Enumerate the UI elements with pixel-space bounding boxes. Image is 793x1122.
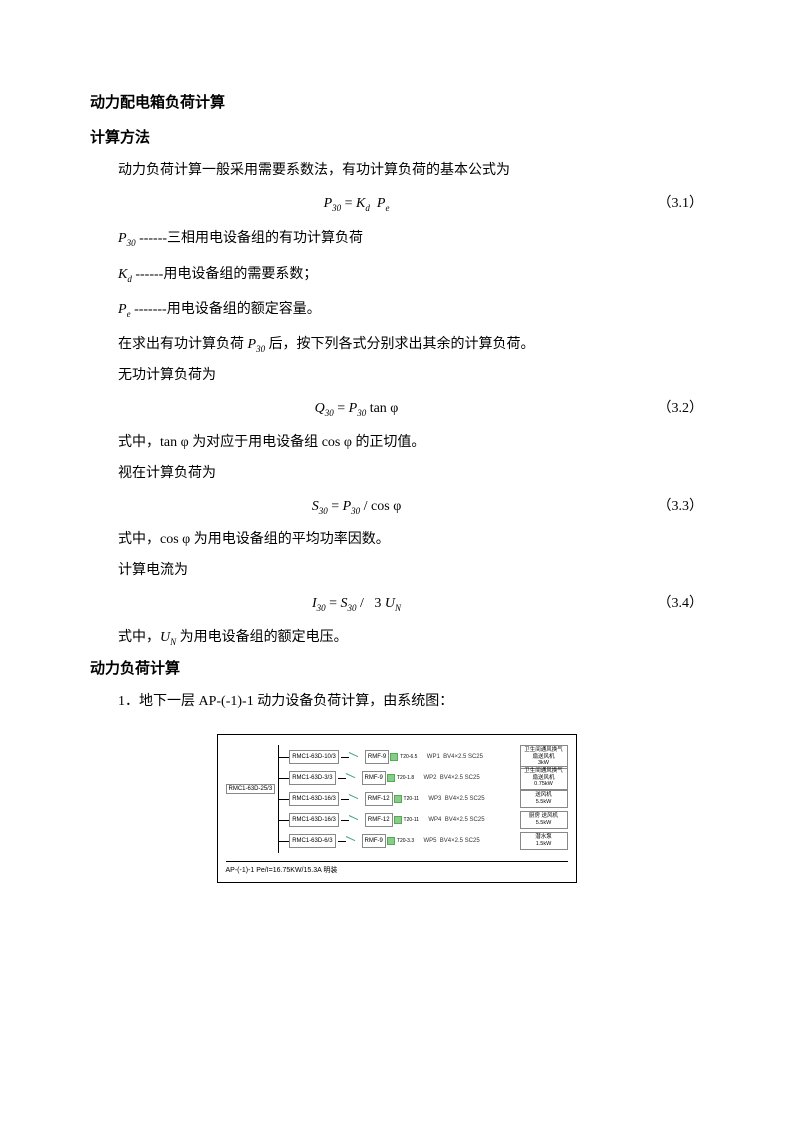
circuit-id: WP4 BV4×2.5 SC25: [425, 815, 485, 826]
calc-item-1: 1．地下一层 AP-(-1)-1 动力设备负荷计算，由系统图：: [90, 689, 703, 714]
branch-breaker: RMC1-63D-6/3: [289, 834, 335, 849]
def-p30-text: ------三相用电设备组的有功计算负荷: [136, 231, 363, 246]
thermal-relay: RMF-9: [362, 834, 386, 849]
branch-breaker: RMC1-63D-3/3: [289, 771, 335, 786]
main-breaker-block: RMC1-63D-25/3: [226, 783, 276, 796]
diagram-row: RMC1-63D-16/3 RMF-12 T20-11 WP3 BV4×2.5 SC…: [279, 790, 567, 808]
thermal-relay: RMF-9: [362, 771, 386, 786]
load-box: 厨房 送风机5.5kW: [520, 811, 568, 828]
def-p30-sub: 30: [127, 238, 136, 248]
eq4-note-post: 为用电设备组的额定电压。: [176, 630, 348, 645]
trip-setting: T20-11: [404, 795, 419, 804]
branch-breaker: RMC1-63D-10/3: [289, 750, 339, 765]
thermal-relay: RMF-9: [365, 750, 389, 765]
thermal-relay: RMF-12: [365, 792, 393, 807]
reactive-load-label: 无功计算负荷为: [90, 363, 703, 388]
after-p30-paragraph: 在求出有功计算负荷 P30 后，按下列各式分别求出其余的计算负荷。: [90, 332, 703, 357]
load-box: 送风机5.5kW: [520, 790, 568, 807]
main-breaker-label: RMC1-63D-25/3: [226, 784, 276, 794]
switch-icon: [338, 774, 360, 782]
eq4-note-pre: 式中，: [118, 630, 160, 645]
circuit-id: WP5 BV4×2.5 SC25: [420, 836, 480, 847]
equation-3-4: I30 = S30 / 3 UN （3.4）: [90, 591, 703, 616]
current-label: 计算电流为: [90, 558, 703, 583]
load-box: 潜水泵1.5kW: [520, 832, 568, 849]
equation-3-1: P30 = Kd Pe （3.1）: [90, 191, 703, 216]
def-kd-sym: K: [118, 267, 127, 282]
eq4-expression: I30 = S30 / 3 UN: [90, 591, 623, 616]
eq1-number: （3.1）: [623, 191, 703, 216]
eq3-note-pre: 式中，: [118, 532, 160, 547]
relay-icon: [390, 753, 398, 761]
switch-icon: [341, 816, 363, 824]
equation-3-3: S30 = P30 / cos φ （3.3）: [90, 494, 703, 519]
trip-setting: T20-3.3: [397, 837, 414, 846]
eq3-note-post: 为用电设备组的平均功率因数。: [190, 532, 390, 547]
relay-icon: [394, 795, 402, 803]
eq2-note: 式中，tan φ 为对应于用电设备组 cos φ 的正切值。: [90, 430, 703, 455]
diagram-row: RMC1-63D-3/3 RMF-9 T20-1.8 WP2 BV4×2.5 SC2…: [279, 769, 567, 787]
section-calc-heading: 动力负荷计算: [90, 656, 703, 683]
def-p30-sym: P: [118, 231, 127, 246]
diagram-row: RMC1-63D-10/3 RMF-9 T20-6.5 WP1 BV4×2.5 SC…: [279, 748, 567, 766]
definition-p30: P30 ------三相用电设备组的有功计算负荷: [90, 226, 703, 251]
trip-setting: T20-11: [404, 816, 419, 825]
circuit-id: WP2 BV4×2.5 SC25: [420, 773, 480, 784]
diagram-row: RMC1-63D-16/3 RMF-12 T20-11 WP4 BV4×2.5 SC…: [279, 811, 567, 829]
relay-icon: [387, 837, 395, 845]
switch-icon: [338, 837, 360, 845]
apparent-load-label: 视在计算负荷为: [90, 461, 703, 486]
eq3-number: （3.3）: [623, 494, 703, 519]
eq4-note-sym: U: [160, 630, 170, 645]
diagram-footer: AP-(-1)-1 Pe/I=16.75KW/15.3A 明装: [226, 861, 568, 878]
eq2-number: （3.2）: [623, 396, 703, 421]
eq4-number: （3.4）: [623, 591, 703, 616]
trip-setting: T20-6.5: [400, 753, 417, 762]
eq4-note: 式中，UN 为用电设备组的额定电压。: [90, 625, 703, 650]
relay-icon: [387, 774, 395, 782]
def-pe-text: -------用电设备组的额定容量。: [131, 302, 321, 317]
diagram-rows-container: RMC1-63D-10/3 RMF-9 T20-6.5 WP1 BV4×2.5 SC…: [279, 748, 567, 850]
eq2-note-pre: 式中，: [118, 435, 160, 450]
eq2-expression: Q30 = P30 tan φ: [90, 396, 623, 421]
def-pe-sym: P: [118, 302, 127, 317]
diagram-row: RMC1-63D-6/3 RMF-9 T20-3.3 WP5 BV4×2.5 SC2…: [279, 832, 567, 850]
branch-breaker: RMC1-63D-16/3: [289, 813, 339, 828]
system-diagram: RMC1-63D-25/3 RMC1-63D-10/3 RMF-9 T20-6.5 …: [217, 734, 577, 883]
eq3-expression: S30 = P30 / cos φ: [90, 494, 623, 519]
switch-icon: [341, 753, 363, 761]
intro-paragraph: 动力负荷计算一般采用需要系数法，有功计算负荷的基本公式为: [90, 158, 703, 183]
circuit-id: WP1 BV4×2.5 SC25: [423, 752, 483, 763]
definition-kd: Kd ------用电设备组的需要系数；: [90, 262, 703, 287]
eq3-note: 式中，cos φ 为用电设备组的平均功率因数。: [90, 527, 703, 552]
section-method-heading: 计算方法: [90, 125, 703, 152]
definition-pe: Pe -------用电设备组的额定容量。: [90, 297, 703, 322]
relay-icon: [394, 816, 402, 824]
def-kd-text: ------用电设备组的需要系数；: [132, 267, 317, 282]
switch-icon: [341, 795, 363, 803]
load-box: 卫生间通风换气扇送风机0.75kW: [520, 766, 568, 790]
eq1-expression: P30 = Kd Pe: [90, 191, 623, 216]
page-title: 动力配电箱负荷计算: [90, 90, 703, 117]
thermal-relay: RMF-12: [365, 813, 393, 828]
equation-3-2: Q30 = P30 tan φ （3.2）: [90, 396, 703, 421]
circuit-id: WP3 BV4×2.5 SC25: [425, 794, 485, 805]
branch-breaker: RMC1-63D-16/3: [289, 792, 339, 807]
trip-setting: T20-1.8: [397, 774, 414, 783]
